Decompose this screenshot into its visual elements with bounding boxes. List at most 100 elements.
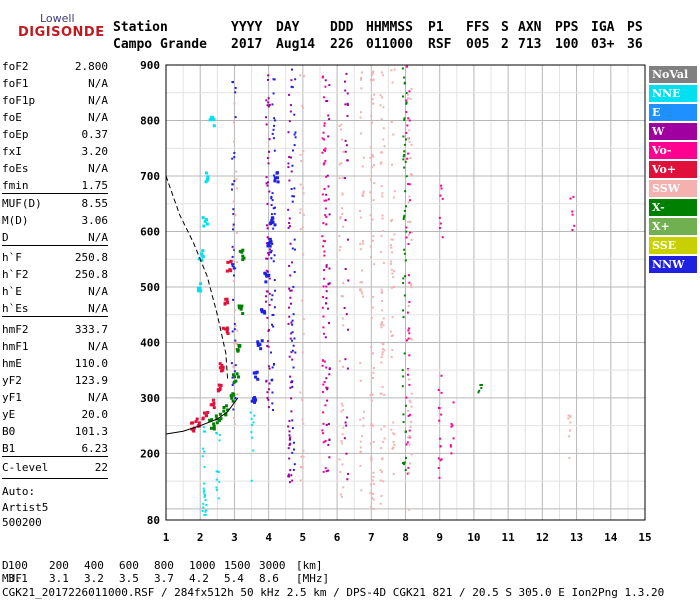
echo-point [300, 455, 303, 458]
param-name: foEp [2, 128, 29, 141]
echo-point [571, 210, 574, 213]
echo-point [293, 463, 296, 466]
echo-point [405, 101, 408, 104]
echo-point [202, 506, 205, 509]
row-value: 800 [154, 559, 174, 572]
trace-point [230, 396, 234, 400]
trace-point [211, 403, 215, 407]
trace-point [221, 326, 225, 330]
echo-point [293, 270, 296, 273]
param-row: MUF(D) 8.55 [2, 197, 108, 211]
param-value: N/A [88, 302, 108, 315]
echo-point [569, 197, 572, 200]
echo-point [408, 195, 411, 198]
echo-point [326, 399, 329, 402]
echo-point [402, 413, 405, 416]
echo-point [233, 151, 236, 154]
echo-point [325, 377, 328, 380]
echo-point [401, 385, 404, 388]
echo-point [382, 229, 385, 232]
echo-point [288, 179, 291, 182]
x-tick-label: 5 [300, 531, 307, 544]
echo-point [340, 138, 343, 141]
trace-point [256, 377, 260, 381]
echo-point [204, 430, 207, 433]
echo-point [270, 223, 273, 226]
echo-point [324, 79, 327, 82]
param-value: 0.37 [81, 128, 109, 141]
echo-point [380, 161, 383, 164]
x-tick-label: 7 [368, 531, 375, 544]
param-name: foF2 [2, 60, 29, 73]
echo-point [268, 303, 271, 306]
echo-point [408, 435, 411, 438]
param-value: 333.7 [74, 323, 108, 336]
echo-point [410, 231, 413, 234]
param-value: N/A [88, 340, 108, 353]
echo-point [287, 226, 290, 229]
p1-label: P1 [428, 20, 444, 35]
echo-point [233, 370, 236, 373]
echo-point [338, 125, 341, 128]
echo-point [292, 195, 295, 198]
echo-point [359, 440, 362, 443]
echo-point [217, 497, 220, 500]
trace-point [236, 375, 240, 379]
echo-point [291, 451, 294, 454]
echo-point [341, 213, 344, 216]
echo-point [407, 201, 410, 204]
echo-point [291, 247, 294, 250]
echo-point [327, 198, 330, 201]
trace-point [212, 118, 216, 122]
echo-point [289, 302, 292, 305]
chart-grid [165, 64, 646, 520]
trace-point [206, 176, 210, 180]
echo-point [391, 251, 394, 254]
echo-point [267, 328, 270, 331]
echo-point [392, 441, 395, 444]
trace-point [217, 418, 221, 422]
echo-point [266, 316, 269, 319]
echo-point [216, 489, 219, 492]
echo-point [408, 327, 411, 330]
echo-point [437, 457, 440, 460]
echo-point [267, 252, 270, 255]
param-name: h`F [2, 251, 22, 264]
row-value: 100 [8, 559, 28, 572]
echo-point [369, 214, 372, 217]
echo-point [267, 365, 270, 368]
station-value: Campo Grande [113, 37, 207, 52]
trace-point [203, 411, 207, 415]
logo-digisonde: DIGISONDE [18, 25, 105, 40]
trace-point [242, 256, 246, 260]
echo-point [322, 96, 325, 99]
echo-point [233, 156, 236, 159]
trace-point [228, 268, 232, 272]
echo-point [346, 416, 349, 419]
param-row: yF1 N/A [2, 391, 108, 405]
echo-point [327, 423, 330, 426]
echo-point [216, 470, 219, 473]
echo-point [371, 424, 374, 427]
time-label: HHMMSS [366, 20, 413, 35]
echo-point [371, 239, 374, 242]
trace-point [191, 428, 195, 432]
echo-point [289, 469, 292, 472]
echo-point [324, 467, 327, 470]
echo-point [403, 81, 406, 84]
echo-point [370, 114, 373, 117]
echo-point [372, 78, 375, 81]
echo-point [265, 123, 268, 126]
trace-point [221, 365, 225, 369]
echo-point [327, 443, 330, 446]
legend-item-nne: NNE [649, 85, 697, 102]
echo-point [273, 117, 276, 120]
echo-point [232, 200, 235, 203]
echo-point [299, 153, 302, 156]
echo-point [327, 185, 330, 188]
echo-point [289, 296, 292, 299]
echo-point [407, 369, 410, 372]
echo-point [345, 452, 348, 455]
echo-point [402, 155, 405, 158]
echo-point [289, 274, 292, 277]
